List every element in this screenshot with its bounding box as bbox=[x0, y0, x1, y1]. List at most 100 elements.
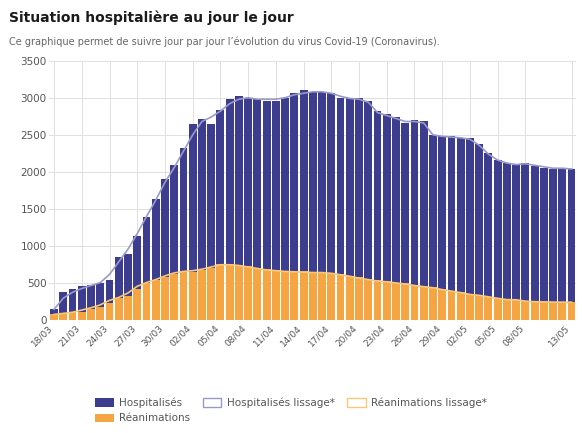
Bar bbox=[383, 114, 391, 320]
Bar bbox=[59, 313, 68, 320]
Bar bbox=[124, 296, 132, 320]
Bar bbox=[503, 163, 511, 320]
Bar bbox=[336, 98, 345, 320]
Bar bbox=[189, 272, 197, 320]
Bar bbox=[392, 283, 400, 320]
Bar bbox=[374, 280, 381, 320]
Bar bbox=[457, 138, 464, 320]
Bar bbox=[410, 285, 418, 320]
Bar bbox=[355, 278, 363, 320]
Bar bbox=[189, 124, 197, 320]
Bar bbox=[244, 98, 252, 320]
Bar bbox=[438, 136, 446, 320]
Bar bbox=[300, 90, 307, 320]
Bar bbox=[494, 160, 502, 320]
Bar bbox=[328, 273, 335, 320]
Bar bbox=[410, 120, 418, 320]
Bar bbox=[355, 98, 363, 320]
Bar bbox=[217, 110, 224, 320]
Bar bbox=[402, 123, 409, 320]
Bar bbox=[143, 283, 150, 320]
Bar bbox=[567, 169, 576, 320]
Legend: Hospitalisés, Réanimations, Hospitalisés lissage*, Réanimations lissage*: Hospitalisés, Réanimations, Hospitalisés… bbox=[95, 398, 487, 423]
Bar bbox=[281, 98, 289, 320]
Bar bbox=[309, 272, 317, 320]
Bar bbox=[143, 216, 150, 320]
Bar bbox=[87, 285, 95, 320]
Bar bbox=[484, 153, 492, 320]
Bar bbox=[207, 268, 215, 320]
Bar bbox=[97, 307, 104, 320]
Bar bbox=[281, 271, 289, 320]
Bar bbox=[558, 168, 566, 320]
Bar bbox=[448, 136, 455, 320]
Bar bbox=[235, 265, 243, 320]
Bar bbox=[97, 283, 104, 320]
Bar bbox=[124, 254, 132, 320]
Bar bbox=[198, 270, 206, 320]
Bar bbox=[272, 101, 280, 320]
Bar bbox=[494, 298, 502, 320]
Bar bbox=[364, 279, 372, 320]
Bar bbox=[69, 312, 76, 320]
Bar bbox=[300, 271, 307, 320]
Bar bbox=[475, 144, 483, 320]
Bar bbox=[540, 168, 548, 320]
Bar bbox=[244, 266, 252, 320]
Bar bbox=[374, 111, 381, 320]
Bar bbox=[402, 283, 409, 320]
Bar bbox=[438, 289, 446, 320]
Bar bbox=[207, 124, 215, 320]
Bar bbox=[346, 276, 354, 320]
Bar bbox=[50, 309, 58, 320]
Bar bbox=[531, 302, 538, 320]
Bar bbox=[290, 271, 298, 320]
Bar bbox=[171, 165, 178, 320]
Bar bbox=[78, 311, 86, 320]
Bar bbox=[115, 298, 123, 320]
Bar bbox=[198, 119, 206, 320]
Bar bbox=[318, 272, 326, 320]
Bar bbox=[457, 292, 464, 320]
Bar bbox=[383, 281, 391, 320]
Bar bbox=[133, 289, 141, 320]
Bar bbox=[549, 169, 557, 320]
Bar bbox=[105, 280, 113, 320]
Bar bbox=[318, 92, 326, 320]
Text: Situation hospitalière au jour le jour: Situation hospitalière au jour le jour bbox=[9, 11, 293, 25]
Bar bbox=[262, 101, 271, 320]
Bar bbox=[512, 300, 520, 320]
Bar bbox=[466, 138, 474, 320]
Bar bbox=[115, 257, 123, 320]
Bar bbox=[217, 264, 224, 320]
Bar bbox=[309, 92, 317, 320]
Bar bbox=[133, 236, 141, 320]
Bar bbox=[235, 96, 243, 320]
Bar bbox=[253, 99, 261, 320]
Bar bbox=[512, 165, 520, 320]
Bar bbox=[161, 179, 169, 320]
Bar bbox=[540, 302, 548, 320]
Bar bbox=[466, 294, 474, 320]
Bar bbox=[392, 117, 400, 320]
Bar bbox=[521, 163, 529, 320]
Bar bbox=[87, 309, 95, 320]
Bar bbox=[272, 270, 280, 320]
Bar bbox=[336, 275, 345, 320]
Bar bbox=[429, 287, 437, 320]
Bar bbox=[420, 286, 428, 320]
Bar bbox=[448, 291, 455, 320]
Bar bbox=[171, 275, 178, 320]
Bar bbox=[475, 295, 483, 320]
Bar bbox=[346, 98, 354, 320]
Bar bbox=[484, 297, 492, 320]
Bar bbox=[420, 122, 428, 320]
Bar bbox=[226, 264, 233, 320]
Bar bbox=[328, 93, 335, 320]
Bar bbox=[179, 271, 187, 320]
Bar bbox=[152, 280, 159, 320]
Bar bbox=[521, 301, 529, 320]
Bar bbox=[429, 135, 437, 320]
Bar bbox=[253, 268, 261, 320]
Bar bbox=[364, 101, 372, 320]
